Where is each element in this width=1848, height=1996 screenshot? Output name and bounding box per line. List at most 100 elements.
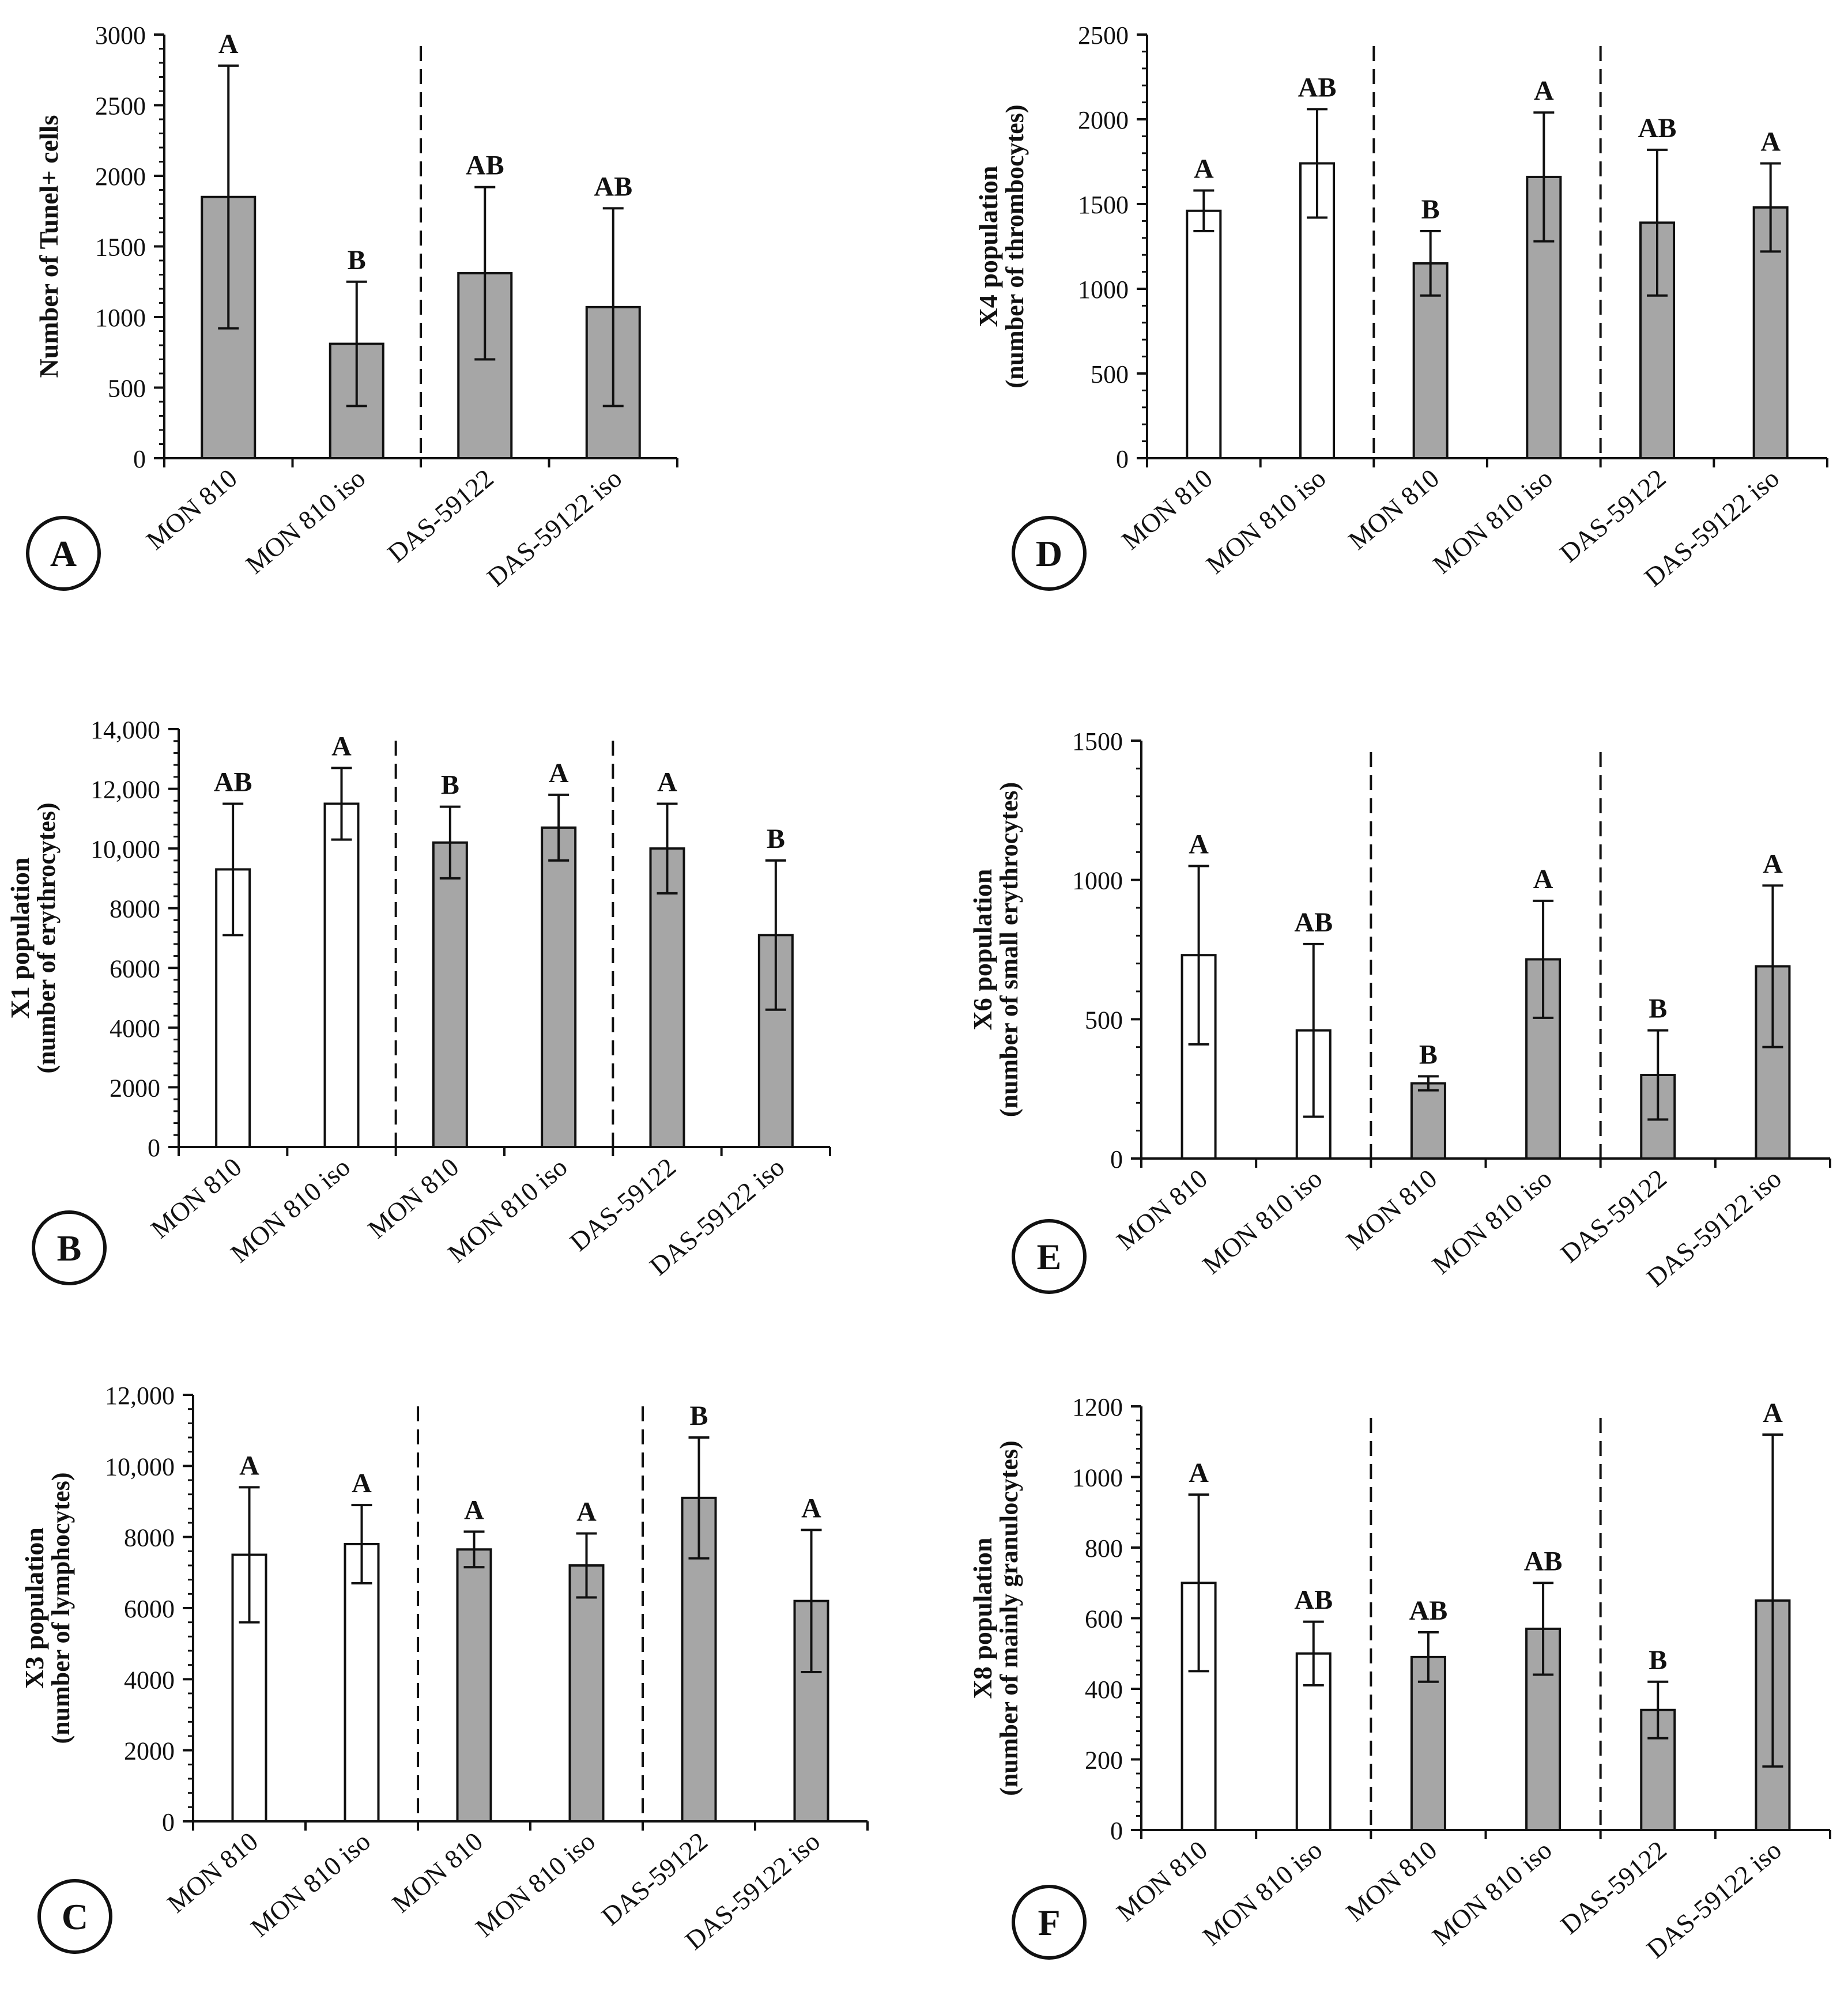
y-axis-label: X6 population — [968, 869, 997, 1031]
significance-letter: AB — [1298, 72, 1337, 103]
y-tick-label: 3000 — [95, 21, 146, 50]
error-bar — [474, 186, 496, 361]
error-bar — [1417, 1075, 1439, 1092]
significance-letter: A — [801, 1493, 821, 1523]
significance-letter: AB — [1524, 1546, 1563, 1576]
y-tick-label: 6000 — [110, 954, 160, 983]
error-bar — [239, 1486, 260, 1624]
bar — [456, 1548, 492, 1823]
x-tick-label: MON 810 — [1111, 1835, 1213, 1927]
y-tick-label: 1000 — [1072, 1464, 1123, 1492]
x-tick-label: MON 810 iso — [1427, 1164, 1557, 1280]
y-axis-sublabel: (number of mainly granulocytes) — [995, 1440, 1023, 1795]
panel-label-letter: A — [50, 533, 77, 574]
y-tick-label: 200 — [1085, 1746, 1123, 1775]
panel-label: A — [26, 516, 101, 591]
y-axis-sublabel: (number of lymphocytes) — [47, 1473, 75, 1744]
significance-letter: AB — [1294, 1585, 1333, 1616]
y-tick-label: 0 — [148, 1134, 160, 1162]
bar — [1410, 1655, 1446, 1831]
error-bar — [1420, 230, 1441, 297]
error-bar — [657, 802, 678, 895]
error-bar — [351, 1504, 372, 1584]
error-bar — [765, 859, 786, 1011]
significance-letter: AB — [1294, 907, 1333, 938]
bar — [568, 1564, 605, 1823]
panel-label: C — [37, 1879, 112, 1954]
significance-letter: A — [657, 767, 677, 797]
x-tick-label: MON 810 — [1116, 463, 1218, 556]
error-bar — [1647, 1680, 1669, 1740]
significance-letter: A — [1763, 848, 1783, 879]
significance-letter: A — [1760, 126, 1781, 157]
error-bar — [1303, 1620, 1324, 1686]
panel-label: E — [1012, 1219, 1087, 1294]
x-tick-label: MON 810 — [141, 463, 243, 556]
significance-letter: AB — [1638, 113, 1677, 144]
y-tick-label: 12,000 — [90, 776, 160, 804]
error-bar — [548, 793, 570, 862]
significance-letter: A — [1194, 153, 1214, 184]
x-tick-label: DAS-59122 — [1554, 463, 1671, 568]
y-tick-label: 0 — [1116, 445, 1129, 473]
bar — [344, 1543, 380, 1823]
y-tick-label: 2000 — [95, 163, 146, 191]
significance-letter: A — [239, 1450, 259, 1481]
bar — [1186, 209, 1222, 459]
panel-label: F — [1012, 1885, 1087, 1960]
error-bar — [1760, 162, 1781, 253]
significance-letter: AB — [214, 767, 252, 797]
panel-label-circle — [1012, 516, 1087, 591]
x-tick-label: MON 810 iso — [225, 1152, 356, 1269]
y-tick-label: 2000 — [1078, 106, 1129, 134]
error-bar — [222, 802, 244, 937]
error-bar — [439, 805, 461, 880]
error-bar — [463, 1530, 485, 1569]
x-tick-label: MON 810 iso — [245, 1827, 376, 1943]
y-tick-label: 400 — [1085, 1676, 1123, 1704]
panel-label: D — [1012, 516, 1087, 591]
x-tick-label: DAS-59122 iso — [481, 463, 627, 593]
bar — [1752, 206, 1789, 459]
panel-label-circle — [1012, 1219, 1087, 1294]
x-tick-label: MON 810 iso — [240, 463, 371, 580]
x-tick-label: MON 810 — [363, 1152, 465, 1244]
significance-letter: B — [1421, 194, 1440, 225]
panel-label-circle — [1012, 1885, 1087, 1960]
error-bar — [1762, 1433, 1783, 1768]
chart-panel-b: 0200040006000800010,00012,00014,000ABMON… — [5, 716, 831, 1285]
x-tick-label: DAS-59122 — [564, 1152, 681, 1257]
y-axis-sublabel: (number of thrombocytes) — [1001, 104, 1029, 388]
significance-letter: A — [1534, 76, 1554, 106]
panel-label: B — [32, 1210, 107, 1285]
y-tick-label: 10,000 — [105, 1452, 175, 1481]
error-bar — [1307, 108, 1327, 219]
y-tick-label: 1500 — [1078, 191, 1129, 219]
x-tick-label: MON 810 iso — [1427, 1835, 1557, 1952]
panel-label-circle — [37, 1879, 112, 1954]
x-tick-label: MON 810 — [1341, 1164, 1443, 1256]
x-tick-label: MON 810 — [145, 1152, 247, 1244]
panel-label-letter: B — [57, 1228, 82, 1269]
y-tick-label: 2000 — [124, 1737, 175, 1765]
bar — [432, 841, 468, 1149]
bar — [1181, 1582, 1217, 1831]
bar — [323, 802, 360, 1148]
significance-letter: AB — [1409, 1595, 1448, 1626]
y-axis-label: X3 population — [20, 1527, 49, 1689]
y-axis-sublabel: (number of erythrocytes) — [32, 802, 61, 1073]
significance-letter: A — [1763, 1398, 1783, 1428]
significance-letter: B — [348, 245, 366, 276]
y-tick-label: 500 — [1091, 360, 1129, 388]
significance-letter: B — [1419, 1039, 1438, 1070]
error-bar — [1193, 189, 1215, 233]
bar — [649, 847, 685, 1148]
y-tick-label: 2500 — [95, 92, 146, 120]
error-bar — [1188, 865, 1209, 1046]
y-tick-label: 10,000 — [90, 835, 160, 863]
y-tick-label: 6000 — [124, 1595, 175, 1623]
x-tick-label: MON 810 iso — [1197, 1835, 1328, 1952]
significance-letter: A — [1189, 829, 1209, 860]
